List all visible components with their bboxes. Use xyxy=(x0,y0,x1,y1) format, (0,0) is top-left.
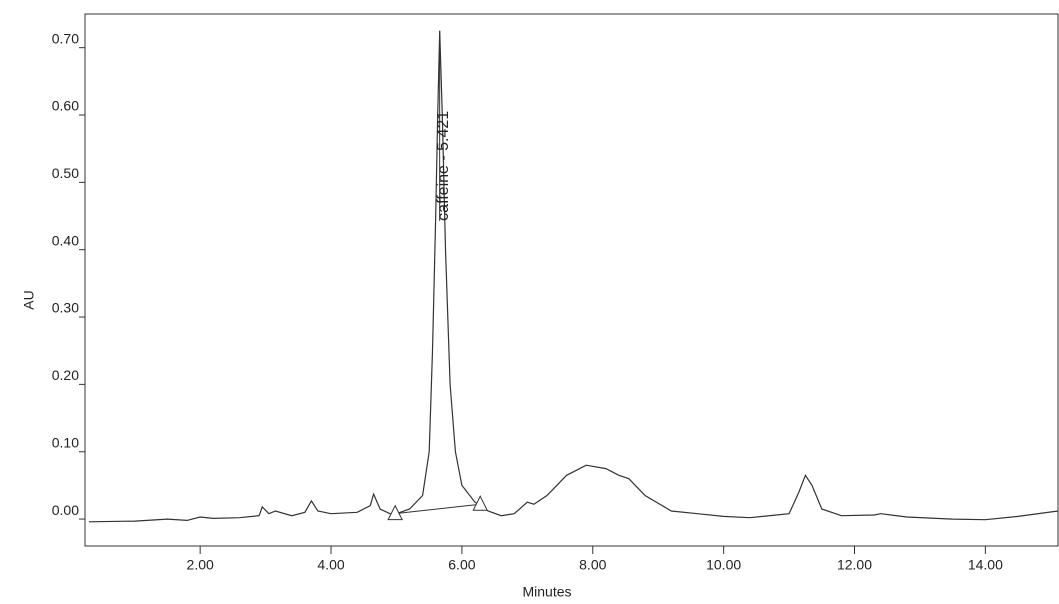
y-tick-label: 0.40 xyxy=(52,232,79,248)
x-tick-label: 4.00 xyxy=(317,557,344,573)
plot-frame xyxy=(85,14,1058,546)
y-tick-label: 0.10 xyxy=(52,434,79,450)
x-tick-label: 2.00 xyxy=(187,557,214,573)
x-axis-label: Minutes xyxy=(522,584,571,600)
baseline-marker xyxy=(473,496,487,510)
y-tick-label: 0.20 xyxy=(52,367,79,383)
x-tick-label: 8.00 xyxy=(579,557,606,573)
y-tick-label: 0.60 xyxy=(52,98,79,114)
y-tick-label: 0.70 xyxy=(52,30,79,46)
peak-label: caffeine - 5.421 xyxy=(435,111,452,221)
y-axis-label: AU xyxy=(21,290,37,309)
y-tick-label: 0.50 xyxy=(52,165,79,181)
y-tick-label: 0.30 xyxy=(52,300,79,316)
x-tick-label: 14.00 xyxy=(968,557,1003,573)
chromatogram-trace xyxy=(89,31,1058,522)
y-tick-label: 0.00 xyxy=(52,502,79,518)
x-tick-label: 12.00 xyxy=(837,557,872,573)
integration-baseline xyxy=(395,504,480,513)
chart: Minutes AU 0.00 0.10 0.20 0.30 0.40 0.50 0.60 0… xyxy=(0,0,1059,604)
x-tick-label: 6.00 xyxy=(448,557,475,573)
x-tick-label: 10.00 xyxy=(706,557,741,573)
